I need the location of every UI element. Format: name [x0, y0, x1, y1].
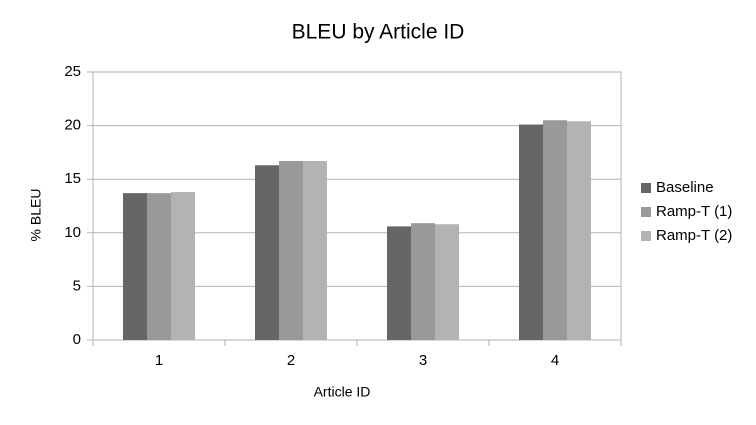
bar [255, 165, 279, 340]
y-tick-label: 15 [64, 170, 81, 187]
bar [303, 160, 327, 340]
legend-label: Baseline [656, 179, 714, 196]
bar [171, 192, 195, 340]
bar [567, 121, 591, 340]
x-axis-title: Article ID [314, 384, 371, 400]
x-tick-label: 2 [287, 352, 295, 369]
legend-label: Ramp-T (1) [656, 203, 732, 220]
legend-swatch [641, 207, 651, 217]
bar [147, 193, 171, 340]
bar [435, 224, 459, 340]
y-axis-title: % BLEU [28, 189, 44, 242]
legend-swatch [641, 231, 651, 241]
chart-title: BLEU by Article ID [292, 21, 465, 44]
bar [519, 124, 543, 340]
y-tick-label: 0 [73, 331, 81, 348]
legend-label: Ramp-T (2) [656, 227, 732, 244]
bar [411, 223, 435, 340]
x-tick-label: 3 [419, 352, 427, 369]
bar [543, 120, 567, 341]
y-tick-label: 10 [64, 224, 81, 241]
y-tick-label: 20 [64, 117, 81, 134]
legend-swatch [641, 183, 651, 193]
x-tick-label: 1 [155, 352, 163, 369]
y-tick-label: 5 [73, 277, 81, 294]
x-tick-label: 4 [551, 352, 559, 369]
bar [279, 160, 303, 340]
bar [387, 226, 411, 340]
y-tick-label: 25 [64, 63, 81, 80]
bar [123, 193, 147, 340]
